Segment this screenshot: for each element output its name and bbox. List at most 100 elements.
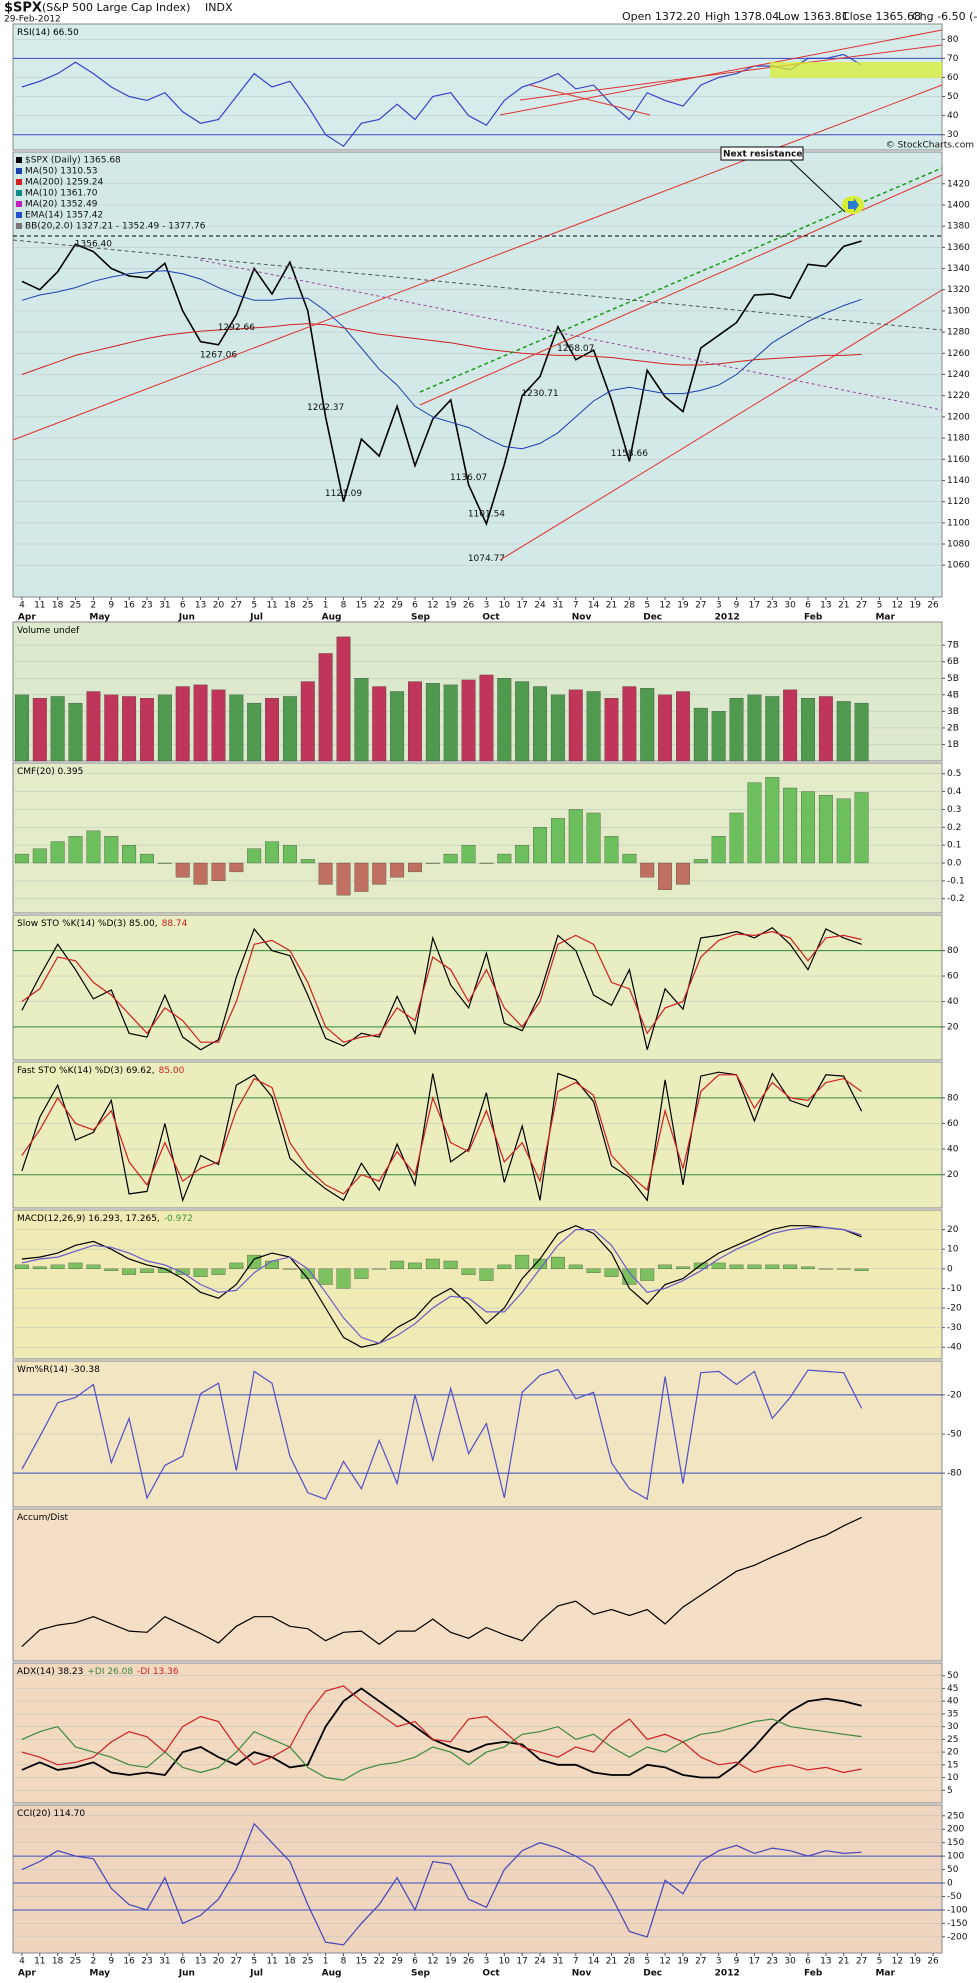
bar — [265, 1260, 279, 1269]
bar — [783, 787, 798, 864]
trend-line — [529, 84, 651, 116]
bar — [801, 697, 815, 762]
bar — [408, 1262, 422, 1269]
x-month-label: Aug — [322, 613, 342, 623]
bar — [265, 841, 279, 864]
callout: Next resistance — [723, 150, 802, 160]
bar — [622, 853, 637, 864]
y-tick-label: 1180 — [947, 434, 970, 444]
series-line — [21, 926, 862, 1051]
bar — [408, 862, 422, 873]
y-tick-label: -30 — [947, 1323, 962, 1333]
x-month-label: Jul — [249, 613, 263, 623]
bar — [354, 678, 369, 762]
bar — [818, 696, 833, 762]
x-tick-label: 12 — [427, 601, 438, 611]
bar — [247, 848, 262, 864]
bar — [14, 853, 29, 864]
y-tick-label: 50 — [947, 1671, 959, 1681]
credit: © StockCharts.com — [886, 141, 974, 151]
bar — [86, 691, 101, 762]
bar — [604, 697, 619, 762]
x-tick-label: 26 — [463, 601, 475, 611]
date: 29-Feb-2012 — [4, 15, 61, 25]
y-tick-label: 40 — [947, 111, 959, 121]
x-month-label: Nov — [572, 613, 592, 623]
y-tick-label: 1260 — [947, 349, 970, 359]
x-tick-label: 7 — [573, 1957, 579, 1967]
legend-label: MA(10) 1361.70 — [25, 189, 98, 199]
panel — [12, 23, 943, 151]
x-tick-label: 14 — [588, 601, 600, 611]
x-tick-label: 12 — [659, 601, 670, 611]
series-line — [21, 1225, 862, 1348]
bar — [193, 1268, 208, 1277]
x-tick-label: 5 — [251, 1957, 257, 1967]
bar — [282, 844, 297, 864]
y-tick-label: -80 — [947, 1469, 962, 1479]
y-tick-label: -50 — [947, 1892, 962, 1902]
bar — [711, 711, 726, 762]
bar — [783, 689, 798, 762]
x-month-label: Dec — [643, 1969, 662, 1979]
title-part: 85.00 — [159, 1066, 185, 1076]
arrow-icon — [848, 198, 859, 212]
bar — [443, 853, 458, 864]
x-tick-label: 5 — [877, 1957, 883, 1967]
bar — [711, 1262, 726, 1269]
bar — [104, 836, 119, 864]
legend-label: BB(20,2.0) 1327.21 - 1352.49 - 1377.76 — [25, 222, 206, 232]
y-tick-label: 250 — [947, 1811, 964, 1821]
title-part: CCI(20) 114.70 — [17, 1809, 85, 1819]
trend-line — [499, 29, 943, 116]
bar — [265, 697, 279, 762]
series-line — [21, 270, 862, 450]
bar — [372, 1268, 387, 1270]
bar — [336, 1268, 351, 1289]
bar — [747, 694, 762, 762]
panel — [12, 1209, 943, 1360]
change: Chg -6.50 (-0.47%) — [912, 10, 977, 23]
x-tick-label: 3 — [716, 601, 722, 611]
bar — [140, 697, 154, 762]
x-month-label: 2012 — [715, 1969, 740, 1979]
bar — [729, 697, 744, 762]
bar — [140, 853, 154, 864]
y-tick-label: -10 — [947, 1284, 962, 1294]
legend-label: MA(50) 1310.53 — [25, 167, 97, 177]
y-tick-label: 1320 — [947, 285, 970, 295]
y-tick-label: 80 — [947, 35, 959, 45]
y-tick-label: -20 — [947, 1304, 962, 1314]
x-tick-label: 22 — [374, 601, 385, 611]
bar — [676, 862, 690, 885]
x-tick-label: 23 — [141, 601, 152, 611]
low: Low 1363.81 — [778, 10, 849, 23]
y-tick-label: 20 — [947, 1022, 959, 1032]
x-tick-label: 18 — [52, 1957, 64, 1967]
bar — [282, 1268, 297, 1270]
panel — [12, 914, 943, 1061]
x-month-label: Oct — [482, 1969, 500, 1979]
x-month-label: Jun — [178, 1969, 195, 1979]
x-tick-label: 25 — [70, 601, 81, 611]
bar — [175, 1268, 190, 1275]
y-tick-label: 1120 — [947, 497, 970, 507]
x-tick-label: 10 — [499, 601, 511, 611]
title-part: -0.972 — [164, 1214, 193, 1224]
x-tick-label: 26 — [463, 1957, 475, 1967]
bar — [765, 696, 780, 762]
y-tick-label: -150 — [947, 1919, 968, 1929]
channel-line — [499, 289, 943, 561]
title-part: Accum/Dist — [17, 1513, 69, 1523]
bar — [425, 1258, 440, 1269]
y-tick-label: 150 — [947, 1838, 964, 1848]
panel-title: ADX(14) 38.23 +DI 26.08 -DI 13.36 — [17, 1667, 179, 1677]
x-tick-label: 19 — [909, 601, 921, 611]
annotation: 1202.37 — [307, 403, 344, 413]
bar — [390, 691, 405, 762]
y-tick-label: 1400 — [947, 200, 970, 210]
bar — [854, 792, 869, 864]
x-tick-label: 27 — [856, 601, 867, 611]
bar — [229, 862, 244, 873]
